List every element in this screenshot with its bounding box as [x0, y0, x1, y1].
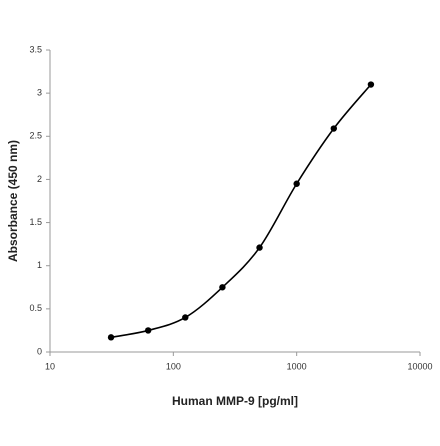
x-tick-label: 10 — [45, 361, 55, 371]
x-tick-label: 100 — [166, 361, 181, 371]
point — [367, 81, 375, 88]
line — [110, 83, 372, 339]
y-tick-label: 2.5 — [29, 131, 42, 141]
point — [330, 125, 337, 132]
y-tick-label: 3 — [37, 88, 42, 98]
y-tick-label: 0.5 — [29, 303, 42, 313]
x-tick-label: 10000 — [407, 361, 432, 371]
point — [144, 327, 152, 334]
point — [182, 314, 189, 321]
y-axis-title: Absorbance (450 nm) — [6, 140, 20, 262]
point — [219, 284, 226, 291]
x-tick-label: 1000 — [287, 361, 307, 371]
y-tick-label: 0 — [37, 346, 42, 356]
y-tick-label: 1.5 — [29, 217, 42, 227]
point — [256, 244, 263, 251]
point — [293, 180, 300, 187]
y-tick-label: 3.5 — [29, 44, 42, 54]
y-tick-label: 1 — [37, 260, 42, 270]
x-axis-title: Human MMP-9 [pg/ml] — [172, 394, 298, 408]
point — [107, 334, 115, 341]
y-tick-label: 2 — [37, 174, 42, 184]
